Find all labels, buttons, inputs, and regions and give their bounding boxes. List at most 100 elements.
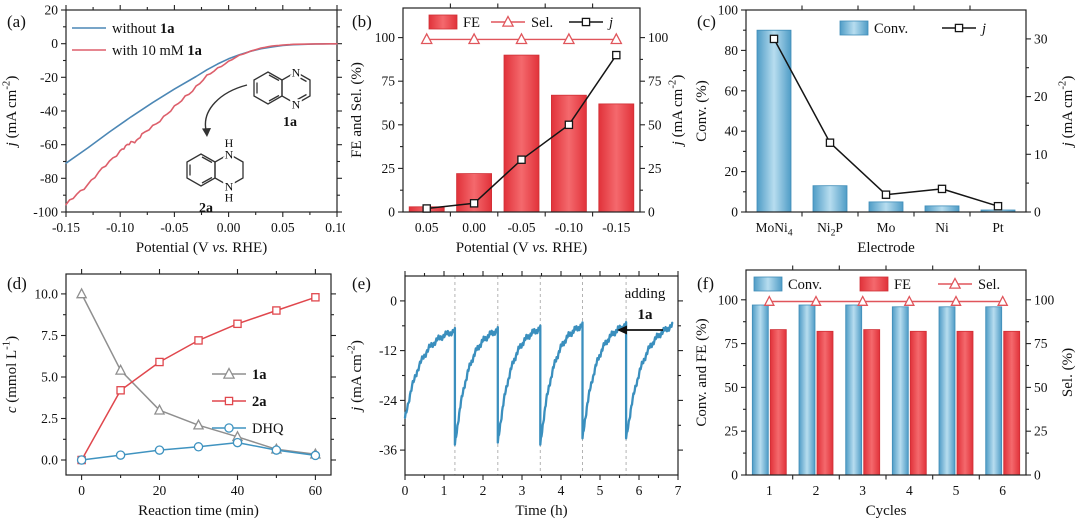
svg-text:-0.15: -0.15 [602,220,630,235]
svg-text:7.5: 7.5 [41,328,58,343]
svg-text:1: 1 [441,483,448,498]
svg-text:j (mA cm-2): j (mA cm-2) [0,76,20,149]
svg-text:75: 75 [648,74,662,89]
svg-text:-60: -60 [40,137,58,152]
svg-text:0.05: 0.05 [271,220,295,235]
svg-text:j: j [607,15,613,31]
svg-text:-12: -12 [379,343,397,358]
svg-text:100: 100 [375,30,396,45]
svg-text:-0.10: -0.10 [106,220,134,235]
svg-text:0.0: 0.0 [41,453,58,468]
svg-text:-0.05: -0.05 [507,220,535,235]
h-atom-label: H [225,191,234,205]
svg-text:100: 100 [718,292,739,307]
svg-text:without 1a: without 1a [112,21,175,37]
svg-text:-24: -24 [379,393,397,408]
svg-text:0.10: 0.10 [325,220,345,235]
svg-text:j: j [980,21,986,37]
chart-f-cycles: 1 2 3 4 5 6 0 25 50 75 100 0 25 50 75 100 Cycles Conv. an… [694,265,1076,519]
svg-text:Conv. (%): Conv. (%) [694,80,710,142]
svg-text:5: 5 [597,483,604,498]
svg-text:2: 2 [813,483,820,498]
svg-text:-0.15: -0.15 [52,220,80,235]
svg-text:(b): (b) [352,12,372,31]
chart-a-lsv: -0.15 -0.10 -0.05 0.00 0.05 0.10 20 0 -20 -40 -60 -… [0,3,349,257]
svg-text:20: 20 [1034,89,1048,104]
n-atom-label: N [225,180,234,194]
svg-text:7: 7 [675,483,682,498]
svg-text:FE: FE [894,277,911,293]
svg-text:with 10 mM 1a: with 10 mM 1a [112,43,203,59]
svg-text:Reaction time (min): Reaction time (min) [138,503,259,519]
reaction-scheme: N N 1a N H N H [186,64,311,216]
svg-text:Time (h): Time (h) [515,503,567,519]
n-atom-label: N [292,66,301,80]
svg-text:20: 20 [45,3,59,18]
svg-text:0: 0 [390,293,397,308]
chart-c-electrodes: MoNi4 Ni2P Mo Ni Pt 0 20 40 60 80 100 0 10 20 30 Electr… [694,3,1076,257]
svg-text:25: 25 [648,161,662,176]
svg-text:Conv.: Conv. [874,21,908,37]
svg-text:0: 0 [402,483,409,498]
svg-text:25: 25 [382,161,396,176]
svg-text:2.5: 2.5 [41,411,58,426]
molecule-quinoxaline-1a [253,71,311,105]
svg-text:Sel.: Sel. [531,15,553,31]
svg-text:60: 60 [309,483,323,498]
panel-c-electrode-comparison: MoNi4 Ni2P Mo Ni Pt 0 20 40 60 80 100 0 10 20 30 Electr… [690,0,1080,262]
svg-text:3: 3 [859,483,866,498]
svg-text:0: 0 [1034,468,1041,483]
svg-text:-0.05: -0.05 [160,220,188,235]
svg-text:2: 2 [480,483,487,498]
svg-text:Mo: Mo [877,220,896,235]
svg-text:6: 6 [999,483,1006,498]
svg-text:100: 100 [1034,292,1055,307]
svg-text:100: 100 [648,30,669,45]
svg-text:30: 30 [1034,31,1048,46]
h-atom-label: H [225,136,234,150]
svg-text:5.0: 5.0 [41,369,58,384]
svg-text:j (mA cm-2): j (mA cm-2) [345,340,365,413]
panel-a-lsv-curves: -0.15 -0.10 -0.05 0.00 0.05 0.10 20 0 -20 -40 -60 -… [0,0,349,262]
svg-text:(c): (c) [697,12,716,31]
chart-b-fe-sel: 0.05 0.00 -0.05 -0.10 -0.15 0 25 50 75 100 0 25 50 75… [349,3,686,256]
svg-text:FE: FE [463,15,480,31]
svg-text:10: 10 [1034,147,1048,162]
molecule-tetrahydroquinoxaline-2a [186,153,244,187]
svg-text:20: 20 [725,164,739,179]
panel-e-chronoamperometry: 0 1 2 3 4 5 6 7 0 -12 -24 -36 Time (h) j (mA cm-2) (e)… [345,262,690,525]
product-2a-label: 2a [199,201,213,216]
svg-text:Potential (V vs. RHE): Potential (V vs. RHE) [456,240,587,256]
svg-text:60: 60 [725,83,739,98]
svg-text:75: 75 [1034,336,1048,351]
svg-text:1a: 1a [638,307,654,323]
svg-text:MoNi4: MoNi4 [755,220,792,238]
svg-text:50: 50 [382,117,396,132]
svg-text:(a): (a) [7,12,26,31]
chart-d-kinetics: 0 20 40 60 0.0 2.5 5.0 7.5 10.0 Reaction time (mi… [0,269,336,519]
svg-text:c (mmol L-1): c (mmol L-1) [0,336,20,413]
svg-text:0: 0 [731,468,738,483]
panel-f-cycling-stability: 1 2 3 4 5 6 0 25 50 75 100 0 25 50 75 100 Cycles Conv. an… [690,262,1080,525]
svg-text:75: 75 [725,336,739,351]
svg-text:Sel.: Sel. [978,277,1000,293]
svg-text:4: 4 [906,483,913,498]
svg-text:0: 0 [648,205,655,220]
svg-text:2a: 2a [252,394,267,410]
panel-d-concentration-time: 0 20 40 60 0.0 2.5 5.0 7.5 10.0 Reaction time (mi… [0,262,345,525]
svg-text:j (mA cm-2): j (mA cm-2) [1056,76,1076,149]
svg-text:6: 6 [636,483,643,498]
svg-text:40: 40 [725,124,739,139]
svg-text:0.00: 0.00 [217,220,241,235]
svg-text:-40: -40 [40,104,58,119]
svg-text:Electrode: Electrode [857,240,915,256]
n-atom-label: N [292,98,301,112]
svg-text:50: 50 [725,380,739,395]
svg-text:Pt: Pt [992,220,1004,235]
svg-text:50: 50 [1034,380,1048,395]
svg-text:(e): (e) [352,274,371,293]
svg-text:adding: adding [625,286,666,302]
svg-text:DHQ: DHQ [252,421,284,437]
svg-text:0.00: 0.00 [462,220,486,235]
